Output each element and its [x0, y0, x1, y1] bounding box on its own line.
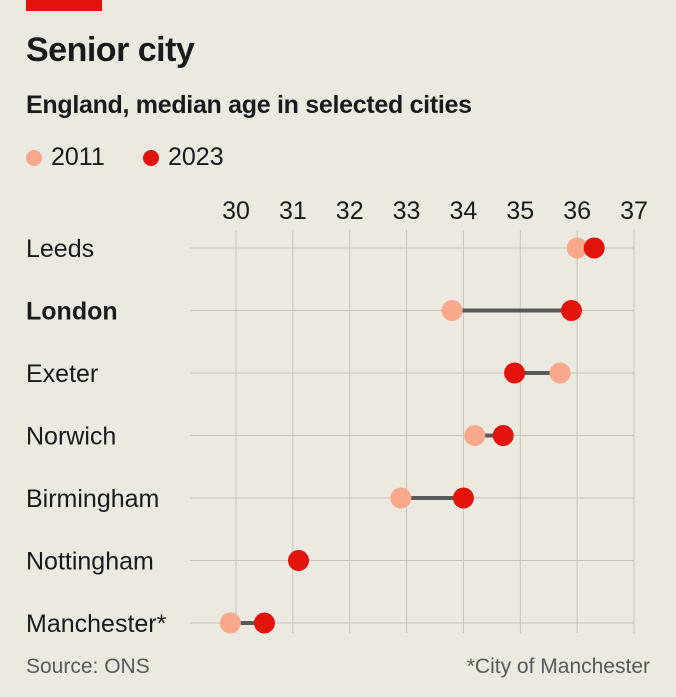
category-label-norwich: Norwich: [26, 423, 116, 451]
x-tick-label-36: 36: [563, 197, 591, 225]
category-label-london: London: [26, 298, 118, 326]
legend-swatch-2011: [26, 149, 42, 166]
dot-2023-london: [560, 300, 582, 321]
category-label-manchester: Manchester*: [26, 610, 167, 638]
dot-2023-exeter: [504, 362, 526, 384]
chart-title: Senior city: [26, 31, 195, 69]
dot-2023-norwich: [492, 425, 514, 446]
brand-accent-bar: [26, 0, 102, 11]
category-label-leeds: Leeds: [26, 235, 94, 263]
dot-2011-norwich: [464, 425, 486, 446]
x-tick-label-35: 35: [506, 197, 534, 225]
dot-2011-manchester: [219, 612, 241, 634]
category-label-nottingham: Nottingham: [26, 548, 154, 576]
legend-item-2011: 2011: [26, 143, 105, 172]
x-tick-label-32: 32: [336, 197, 364, 225]
footnote: *City of Manchester: [466, 655, 650, 678]
dot-2011-london: [441, 300, 463, 321]
dot-2011-exeter: [549, 362, 571, 384]
x-tick-label-34: 34: [450, 197, 478, 225]
x-tick-label-33: 33: [393, 197, 421, 225]
chart-subtitle: England, median age in selected cities: [26, 91, 472, 119]
x-tick-label-37: 37: [620, 197, 648, 225]
category-label-birmingham: Birmingham: [26, 485, 159, 513]
legend-label-2023: 2023: [168, 143, 224, 171]
legend-item-2023: 2023: [143, 143, 224, 172]
dot-2023-nottingham: [288, 550, 310, 571]
source-note: Source: ONS: [26, 655, 150, 678]
dot-2023-leeds: [583, 237, 605, 259]
dot-2011-leeds: [566, 237, 588, 259]
dot-2023-manchester: [253, 612, 275, 634]
dot-2011-birmingham: [390, 487, 412, 509]
category-label-exeter: Exeter: [26, 360, 98, 388]
x-tick-label-30: 30: [222, 197, 250, 225]
legend-swatch-2023: [143, 149, 159, 166]
legend-label-2011: 2011: [51, 143, 105, 171]
x-tick-label-31: 31: [279, 197, 307, 225]
dot-2023-birmingham: [452, 487, 474, 509]
